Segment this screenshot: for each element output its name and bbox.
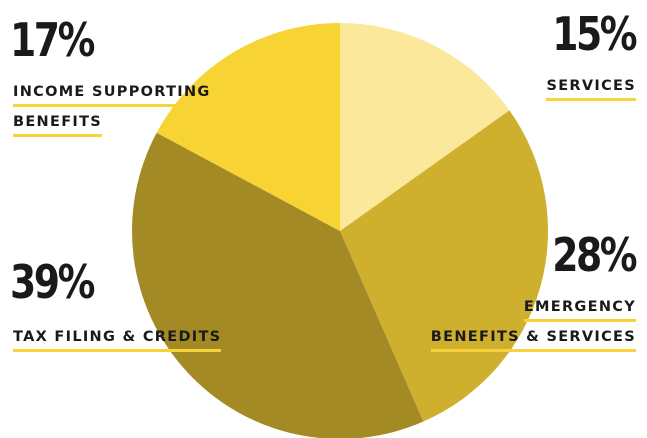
income-label-line1: INCOME SUPPORTING xyxy=(13,84,211,107)
pie-slice-services xyxy=(340,23,510,231)
emergency-label-line2: BENEFITS & SERVICES xyxy=(430,329,636,352)
emergency-percent-label: 28% xyxy=(552,228,637,282)
tax-percent-label: 39% xyxy=(10,255,95,309)
emergency-label-line1: EMERGENCY xyxy=(523,299,636,322)
income-label-line2: BENEFITS xyxy=(13,114,103,137)
services-label: SERVICES xyxy=(546,78,636,101)
services-percent-label: 15% xyxy=(552,7,637,61)
income-percent-label: 17% xyxy=(10,13,95,67)
pie-slice-tax xyxy=(132,132,424,438)
tax-label: TAX FILING & CREDITS xyxy=(13,329,222,352)
pie-slice-income xyxy=(156,23,340,231)
pie-slice-emergency xyxy=(340,110,548,422)
